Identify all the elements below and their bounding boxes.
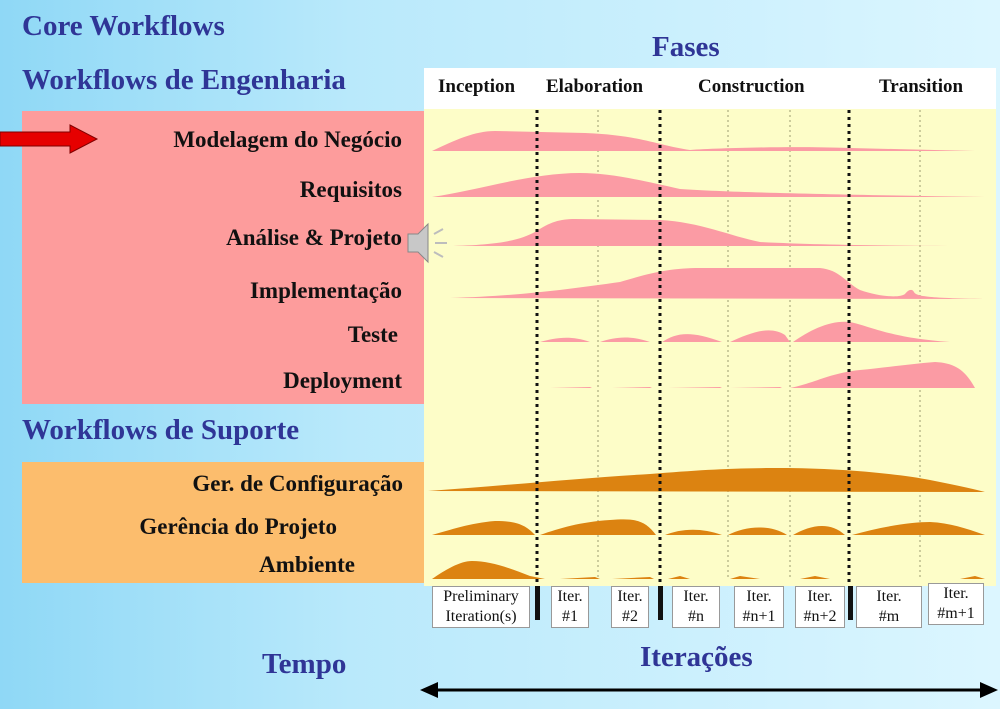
workflow-analysis-design: Análise & Projeto bbox=[226, 225, 402, 250]
workflow-deployment: Deployment bbox=[283, 368, 402, 393]
workflow-project-management: Gerência do Projeto bbox=[139, 514, 337, 539]
workflow-chart-area bbox=[424, 68, 996, 586]
workflow-business-modeling: Modelagem do Negócio bbox=[173, 127, 402, 152]
phase-elaboration: Elaboration bbox=[546, 76, 644, 97]
workflow-implementation: Implementação bbox=[249, 278, 402, 303]
phase-inception: Inception bbox=[438, 76, 516, 97]
support-section-title: Workflows de Suporte bbox=[22, 414, 300, 446]
double-arrow-icon bbox=[420, 682, 998, 698]
speaker-icon[interactable] bbox=[407, 222, 447, 264]
iteration-2: Iter. #2 bbox=[611, 586, 649, 628]
red-arrow-icon bbox=[0, 124, 99, 154]
support-humps bbox=[428, 468, 985, 579]
iteration-gridlines bbox=[597, 110, 921, 580]
workflow-configuration-management: Ger. de Configuração bbox=[192, 471, 403, 496]
phase-construction: Construction bbox=[698, 76, 805, 97]
iteration-separator bbox=[535, 586, 540, 620]
hump-implementation bbox=[450, 268, 985, 299]
hump-environment bbox=[432, 561, 985, 579]
engineering-workflows-panel bbox=[22, 111, 424, 404]
hump-deployment bbox=[550, 362, 975, 388]
iteration-separator bbox=[848, 586, 853, 620]
iteration-n-plus-1: Iter. #n+1 bbox=[734, 586, 784, 628]
support-workflows-panel bbox=[22, 462, 424, 583]
phase-separators bbox=[535, 110, 851, 586]
hump-analysis-design bbox=[448, 219, 985, 246]
iteration-preliminary: Preliminary Iteration(s) bbox=[432, 586, 530, 628]
workflow-test: Teste bbox=[347, 322, 398, 347]
iteration-n: Iter. #n bbox=[672, 586, 720, 628]
phase-transition: Transition bbox=[879, 76, 964, 97]
engineering-humps bbox=[432, 131, 985, 388]
iteration-1: Iter. #1 bbox=[551, 586, 589, 628]
workflow-environment: Ambiente bbox=[259, 552, 355, 577]
iteration-m: Iter. #m bbox=[856, 586, 922, 628]
hump-configuration-management bbox=[428, 468, 985, 492]
iteration-n-plus-2: Iter. #n+2 bbox=[795, 586, 845, 628]
time-label: Tempo bbox=[262, 648, 347, 680]
hump-business-modeling bbox=[432, 131, 975, 151]
phases-heading: Fases bbox=[652, 31, 720, 63]
iteration-m-plus-1: Iter. #m+1 bbox=[928, 583, 984, 625]
iteration-separator bbox=[658, 586, 663, 620]
workflow-requirements: Requisitos bbox=[299, 177, 402, 202]
engineering-section-title: Workflows de Engenharia bbox=[22, 64, 346, 96]
slide-title: Core Workflows bbox=[22, 10, 225, 42]
phase-header-bar bbox=[424, 68, 996, 109]
hump-test bbox=[540, 321, 950, 342]
iterations-label: Iterações bbox=[640, 641, 753, 673]
hump-requirements bbox=[432, 173, 985, 197]
hump-project-management bbox=[432, 519, 985, 535]
